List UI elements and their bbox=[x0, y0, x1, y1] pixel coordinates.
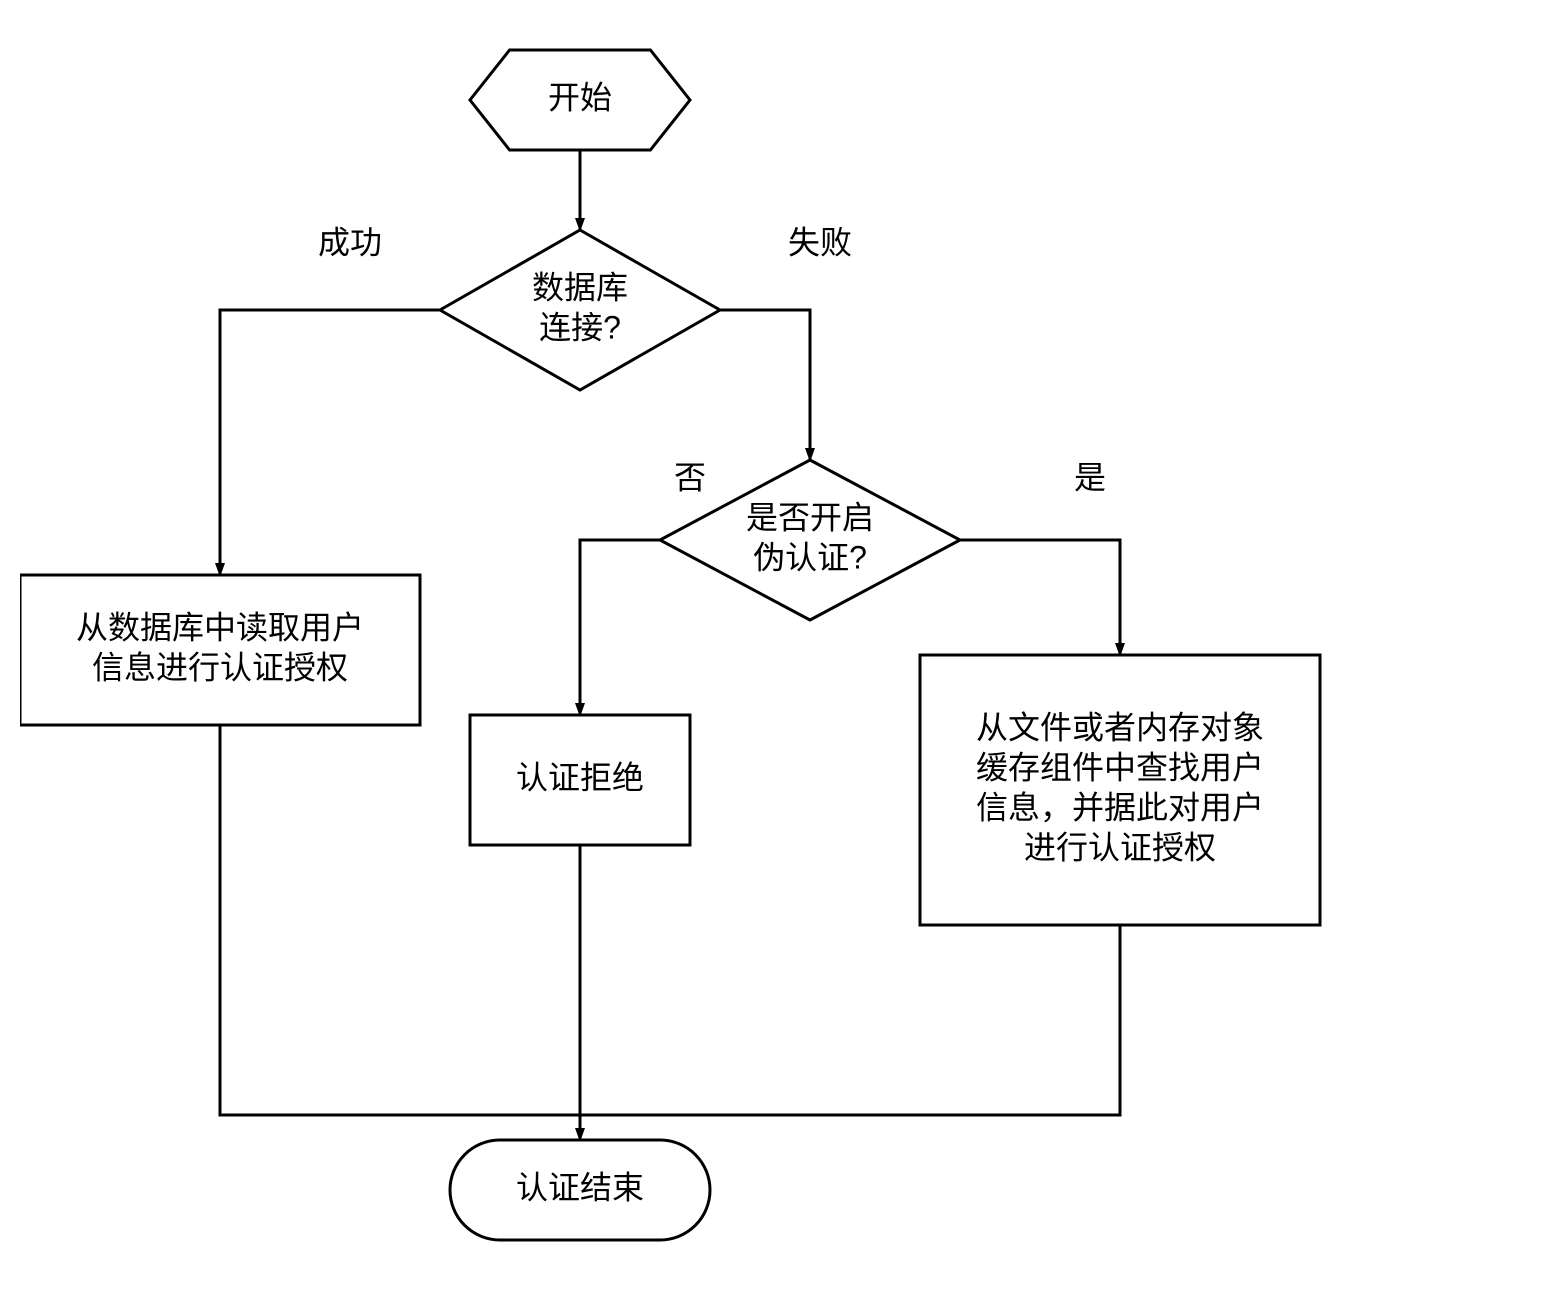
node-start: 开始 bbox=[470, 50, 690, 150]
edge-pseudo-no bbox=[580, 540, 660, 715]
edge-label-pseudo-no: 否 bbox=[674, 459, 706, 495]
edge-db-left bbox=[220, 310, 440, 575]
node-text-cache-3: 进行认证授权 bbox=[1024, 829, 1216, 865]
edge-cache-end bbox=[580, 925, 1120, 1115]
node-text-cache-0: 从文件或者内存对象 bbox=[976, 709, 1264, 745]
node-db: 数据库连接? bbox=[440, 230, 720, 390]
node-text-pseudo-1: 伪认证? bbox=[753, 539, 867, 575]
edge-label-db-left: 成功 bbox=[318, 224, 382, 260]
node-text-pseudo-0: 是否开启 bbox=[746, 499, 874, 535]
node-text-db-0: 数据库 bbox=[532, 269, 628, 305]
node-readdb: 从数据库中读取用户信息进行认证授权 bbox=[20, 575, 420, 725]
node-text-readdb-1: 信息进行认证授权 bbox=[92, 649, 348, 685]
node-end: 认证结束 bbox=[450, 1140, 710, 1240]
node-text-cache-1: 缓存组件中查找用户 bbox=[976, 749, 1264, 785]
node-text-cache-2: 信息，并据此对用户 bbox=[976, 789, 1264, 825]
node-text-readdb-0: 从数据库中读取用户 bbox=[76, 609, 364, 645]
edge-pseudo-yes bbox=[960, 540, 1120, 655]
edge-label-pseudo-yes: 是 bbox=[1074, 459, 1106, 495]
node-reject: 认证拒绝 bbox=[470, 715, 690, 845]
node-text-reject-0: 认证拒绝 bbox=[516, 759, 644, 795]
flowchart-canvas: 成功 失败否 是 开始数据库连接? 是否开启伪认证? 从数据库中读取用户信息进行认证授权认… bbox=[20, 20, 1552, 1284]
edge-db-right bbox=[720, 310, 810, 460]
node-text-end-0: 认证结束 bbox=[516, 1169, 644, 1205]
edge-label-db-right: 失败 bbox=[788, 224, 852, 260]
node-text-db-1: 连接? bbox=[539, 309, 621, 345]
node-text-start-0: 开始 bbox=[548, 79, 612, 115]
node-cache: 从文件或者内存对象缓存组件中查找用户信息，并据此对用户进行认证授权 bbox=[920, 655, 1320, 925]
